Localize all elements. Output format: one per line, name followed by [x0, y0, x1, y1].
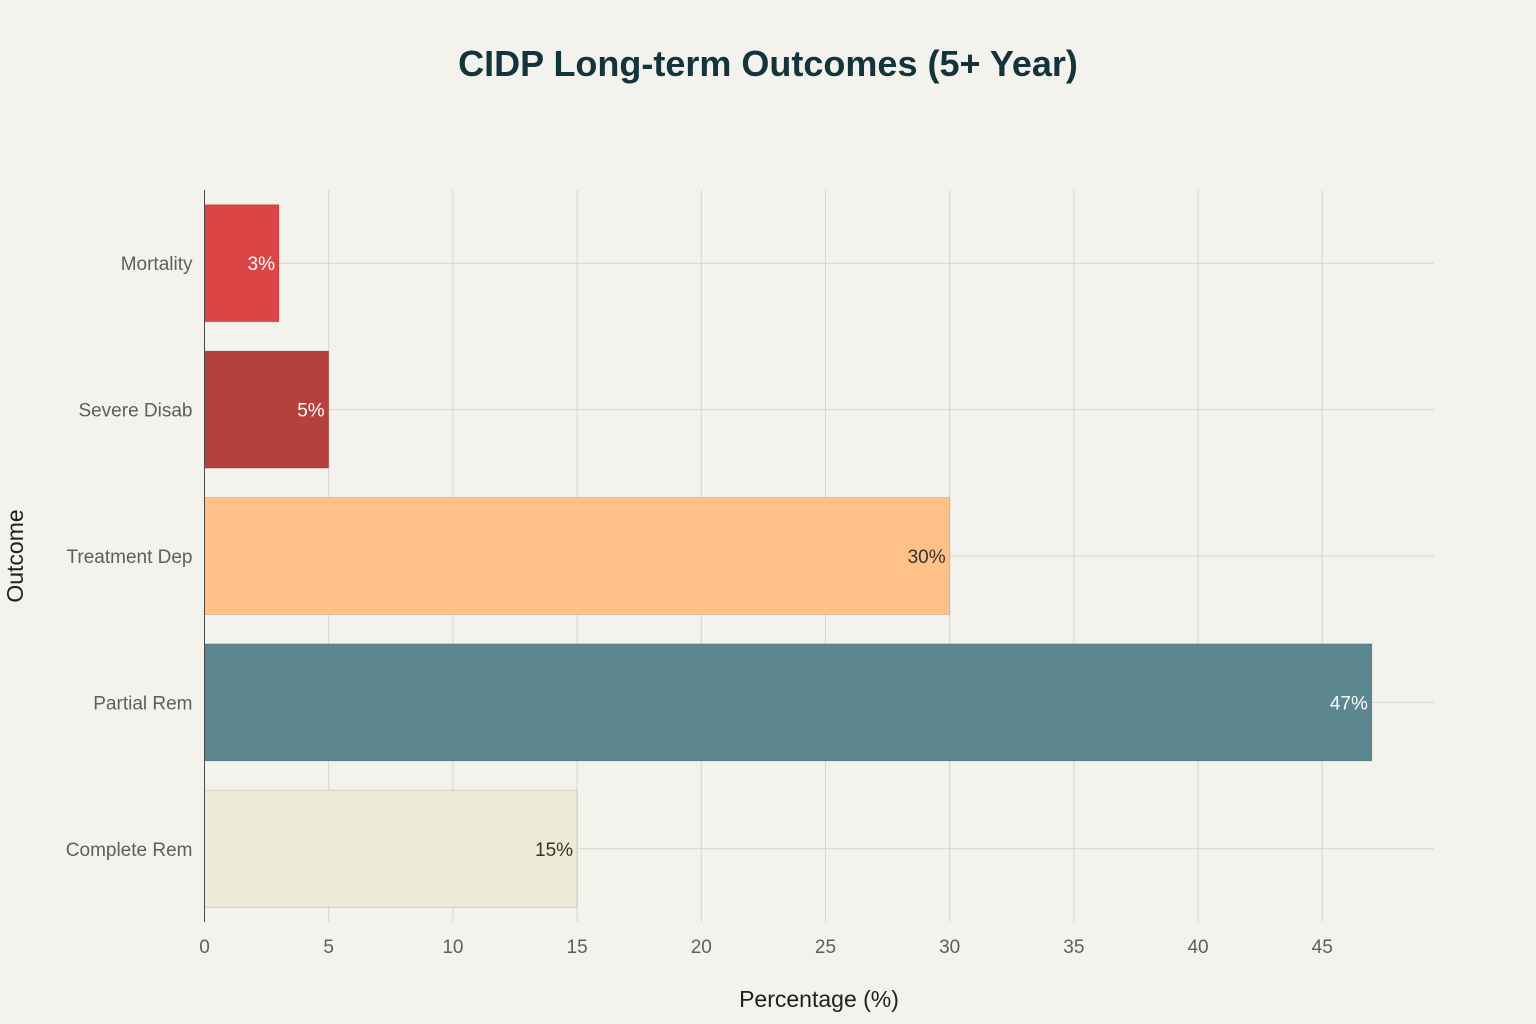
x-tick-label: 15	[567, 937, 588, 958]
x-tick-labels: 0 5 10 15 20 25 30 35 40 45	[199, 937, 1333, 958]
bar	[204, 789, 578, 908]
bar-layer: 15% 47% 30% 5% 3%	[204, 204, 1373, 908]
y-tick-labels: Complete Rem Partial Rem Treatment Dep Seve…	[66, 254, 193, 861]
bar	[204, 350, 330, 469]
x-tick-label: 5	[323, 937, 334, 958]
bar	[204, 204, 280, 323]
y-tick-label: Severe Disab	[78, 401, 192, 422]
y-tick-label: Treatment Dep	[66, 547, 192, 568]
x-tick-label: 25	[815, 937, 836, 958]
x-tick-label: 35	[1063, 937, 1084, 958]
bar-value-label: 5%	[297, 401, 325, 422]
bar-value-label: 47%	[1330, 693, 1368, 714]
bar	[204, 643, 1373, 762]
bar-value-label: 15%	[535, 840, 573, 861]
bar-value-label: 30%	[908, 547, 946, 568]
bar-value-label: 3%	[248, 254, 276, 275]
x-tick-label: 0	[199, 937, 210, 958]
y-axis-title: Outcome	[2, 509, 28, 602]
bar	[204, 496, 951, 616]
x-tick-label: 20	[691, 937, 712, 958]
y-tick-label: Mortality	[121, 254, 193, 275]
x-axis-title: Percentage (%)	[739, 986, 899, 1012]
x-tick-label: 10	[442, 937, 463, 958]
y-tick-label: Complete Rem	[66, 840, 193, 861]
y-tick-label: Partial Rem	[93, 693, 192, 714]
x-tick-label: 45	[1312, 937, 1333, 958]
x-tick-label: 30	[939, 937, 960, 958]
x-tick-label: 40	[1187, 937, 1208, 958]
chart-title: CIDP Long-term Outcomes (5+ Year)	[458, 43, 1078, 84]
